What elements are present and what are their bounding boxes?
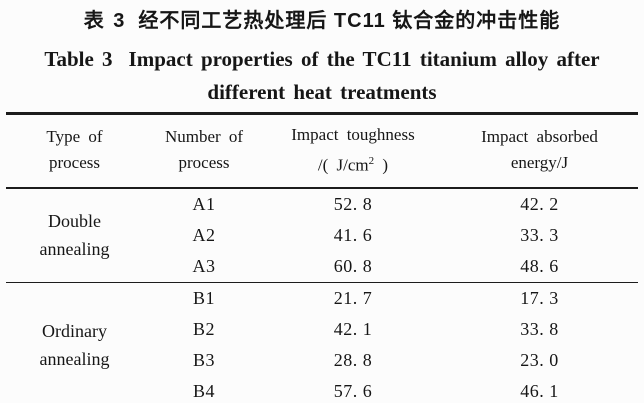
- cell-impact-toughness: 28. 8: [333, 349, 373, 370]
- cell-process-number: B1: [192, 287, 215, 308]
- cell-process-number: B3: [192, 349, 215, 370]
- header-number-of-process: Number of process: [164, 127, 244, 173]
- cell-process-number: A2: [192, 224, 216, 245]
- cell-absorbed-energy: 33. 3: [520, 224, 559, 245]
- table-row: Double annealing A1 52. 8 42. 2: [6, 188, 638, 260]
- group-label-ordinary-annealing: Ordinary annealing: [39, 320, 110, 369]
- table-row: Ordinary annealing B1 21. 7 17. 3: [6, 282, 638, 369]
- group-ordinary-annealing: Ordinary annealing B1 21. 7 17. 3 B2 42.…: [6, 282, 638, 403]
- table-header: Type of process Number of process Impact…: [6, 114, 638, 188]
- table-row: B3 28. 8 23. 0: [6, 345, 638, 376]
- group-label-double-annealing: Double annealing: [39, 211, 110, 260]
- cell-absorbed-energy: 23. 0: [520, 349, 559, 370]
- cell-process-number: A1: [192, 193, 216, 214]
- group-double-annealing: Double annealing A1 52. 8 42. 2 A2 41. 6…: [6, 188, 638, 283]
- table-row: A2 41. 6 33. 3: [6, 220, 638, 251]
- cell-process-number: A3: [192, 255, 216, 276]
- table-caption-zh: 经不同工艺热处理后 TC11 钛合金的冲击性能: [138, 10, 561, 32]
- cell-impact-toughness: 57. 6: [333, 380, 373, 401]
- table-row: B2 42. 1 33. 8: [6, 314, 638, 345]
- table-title-chinese: 表 3 经不同工艺热处理后 TC11 钛合金的冲击性能: [0, 0, 644, 35]
- superscript-2: 2: [368, 155, 375, 167]
- table-title-english-line2: different heat treatments: [207, 80, 437, 104]
- cell-absorbed-energy: 33. 8: [520, 318, 559, 339]
- cell-impact-toughness: 42. 1: [333, 318, 373, 339]
- header-impact-toughness: Impact toughness /( J/cm2 ): [291, 125, 415, 175]
- cell-absorbed-energy: 48. 6: [520, 255, 559, 276]
- header-type-of-process: Type of process: [46, 127, 103, 173]
- cell-process-number: B4: [192, 380, 215, 401]
- table-number-zh: 表 3: [83, 10, 127, 32]
- cell-absorbed-energy: 46. 1: [520, 380, 559, 401]
- table-number-en: Table 3: [44, 47, 113, 71]
- cell-absorbed-energy: 17. 3: [520, 287, 559, 308]
- table-row: B4 57. 6 46. 1: [6, 376, 638, 403]
- cell-impact-toughness: 60. 8: [333, 255, 373, 276]
- cell-absorbed-energy: 42. 2: [520, 193, 559, 214]
- cell-process-number: B2: [192, 318, 215, 339]
- cell-impact-toughness: 52. 8: [333, 193, 373, 214]
- table-row: A3 60. 8 48. 6: [6, 251, 638, 283]
- table-caption-en: Impact properties of the TC11 titanium a…: [128, 47, 600, 71]
- cell-impact-toughness: 41. 6: [333, 224, 373, 245]
- header-impact-absorbed-energy: Impact absorbed energy/J: [481, 127, 598, 173]
- cell-impact-toughness: 21. 7: [333, 287, 373, 308]
- impact-properties-table: Type of process Number of process Impact…: [6, 112, 638, 403]
- header-row: Type of process Number of process Impact…: [6, 114, 638, 188]
- table-title-english-line1: Table 3 Impact properties of the TC11 tit…: [0, 46, 644, 72]
